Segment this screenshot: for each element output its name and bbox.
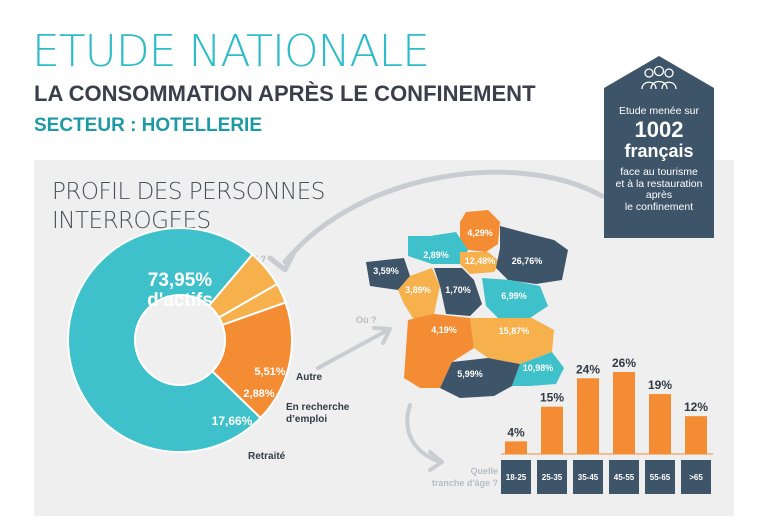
age-bar-over-65 [685,416,707,454]
sector-title: SECTEUR : HOTELLERIE [34,115,263,136]
donut-label-actifs-value: 73,95% [148,270,213,291]
donut-label-autre-value: 5,51% [254,366,285,378]
age-bar-value-label: 15% [540,391,564,405]
age-category-tag [645,460,675,494]
map-label-bretagne: 3,59% [373,266,399,276]
question-age-line-1: Quelle [470,466,498,476]
donut-slice-retraite [210,301,293,420]
map-label-centre: 1,70% [445,285,471,295]
page-title: ETUDE NATIONALE [32,26,430,77]
map-label-ile-de-france: 12,48% [465,256,496,266]
question-where: Où ? [356,315,377,325]
who-arrow [282,169,605,265]
map-label-nouvelle-aquitaine: 4,19% [431,325,457,335]
legend-recherche-line-1: En recherche [286,402,350,413]
region-auvergne-rhone-alpes [470,318,554,364]
badge-desc-line-4: le confinement [624,200,694,213]
age-bar-45-55 [613,372,635,454]
map-label-occitanie: 5,99% [457,369,483,379]
age-bar-chart: 4% 18-25 15% 25-35 24% 35-45 26% 45-55 19% 55-65 1… [501,356,711,494]
question-age-line-2: tranche d'âge ? [432,478,498,488]
age-category-tag [609,460,639,494]
map-label-hauts-de-france: 4,29% [467,228,493,238]
badge-desc-line-3: après [645,189,673,201]
region-paca [512,352,564,386]
badge-who: français [624,141,694,161]
region-nouvelle-aquitaine [404,314,474,388]
donut-hole [136,296,224,384]
age-bar-55-65 [649,394,671,454]
region-ile-de-france [460,252,500,274]
age-bar-value-label: 12% [684,400,708,414]
age-category-tag [573,460,603,494]
profile-donut-chart [67,227,293,453]
age-category-label: 35-45 [578,473,599,482]
map-label-paca: 10,98% [523,363,554,373]
region-bourgogne-franche-comte [482,278,548,318]
region-centre-val-de-loire [434,268,482,316]
donut-label-retraite-value: 17,66% [212,414,253,428]
age-arrow [405,403,442,464]
legend-retraite: Retraité [248,451,286,462]
region-hauts-de-france [460,210,500,252]
legend-autre: Autre [296,372,323,383]
page-subtitle: LA CONSOMMATION APRÈS LE CONFINEMENT [34,81,536,106]
badge-shape [604,56,714,238]
age-category-tag [537,460,567,494]
where-arrow-head [372,326,392,345]
region-grand-est [496,226,568,284]
age-category-tag [501,460,531,494]
age-bar-value-label: 26% [612,356,636,370]
region-normandie [408,232,468,264]
donut-slice-actifs [67,227,262,453]
age-bar-value-label: 19% [648,378,672,392]
map-label-normandie: 2,89% [423,250,449,260]
age-category-label: 25-35 [542,473,563,482]
map-label-grand-est: 26,76% [512,256,543,266]
region-bretagne [366,258,410,290]
age-bar-value-label: 4% [507,425,525,439]
region-occitanie [440,358,520,398]
age-bar-35-45 [577,378,599,454]
age-bar-18-25 [505,441,527,454]
badge-desc-line-2: et à la restauration [615,177,703,190]
donut-label-actifs-text: d'actifs [147,290,213,311]
age-arrow-head [428,450,444,472]
badge-count: 1002 [634,117,684,142]
age-bar-25-35 [541,406,563,454]
profile-title: PROFIL DES PERSONNES INTERROGEES [52,178,325,236]
donut-label-recherche-value: 2,88% [243,388,274,400]
age-category-label: >65 [689,473,703,482]
map-label-pays-de-la-loire: 3,89% [405,285,431,295]
badge-intro: Etude menée sur [619,105,699,117]
badge-desc-line-1: face au tourisme [620,166,698,178]
region-pays-de-la-loire [398,268,440,320]
people-group-icon [641,65,677,90]
map-label-bourgogne: 6,99% [501,291,527,301]
age-category-label: 55-65 [650,473,671,482]
age-category-tag [681,460,711,494]
age-bar-value-label: 24% [576,362,600,376]
france-map: 4,29% 2,89% 12,48% 26,76% 3,59% 3,89% 1,… [366,210,568,398]
where-arrow [316,328,390,370]
age-category-label: 18-25 [506,473,527,482]
map-label-auvergne: 15,87% [499,326,530,336]
who-arrow-head [267,249,297,273]
profile-title-line-1: PROFIL DES PERSONNES [52,179,325,205]
age-category-label: 45-55 [614,473,635,482]
legend-recherche-line-2: d’emploi [286,414,327,425]
badge-description: face au tourisme et à la restauration ap… [604,166,714,213]
